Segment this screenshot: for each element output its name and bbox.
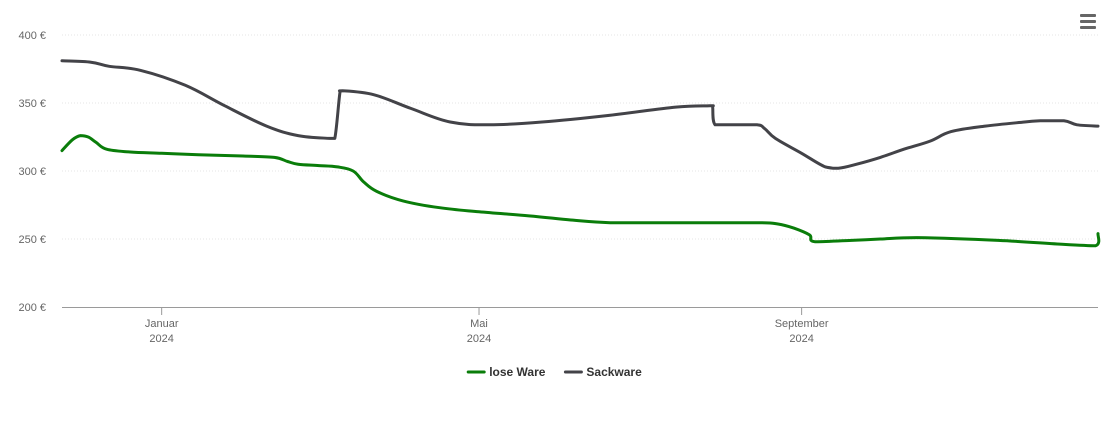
x-tick-label-month: September xyxy=(775,318,829,330)
legend-label: lose Ware xyxy=(489,365,546,379)
menu-bar xyxy=(1080,20,1096,23)
y-tick-label: 300 € xyxy=(18,166,46,178)
x-axis-ticks: Januar 2024 Mai 2024 September 2024 xyxy=(145,307,829,345)
y-gridlines xyxy=(62,34,1098,240)
series-lines xyxy=(60,59,1101,248)
legend-item[interactable]: Sackware xyxy=(563,365,642,379)
legend-label: Sackware xyxy=(586,365,642,379)
x-tick-label-month: Januar xyxy=(145,318,179,330)
menu-bar xyxy=(1080,14,1096,17)
x-tick-label-year: 2024 xyxy=(467,333,491,345)
x-tick-label-year: 2024 xyxy=(149,333,173,345)
menu-bar xyxy=(1080,26,1096,29)
y-tick-label: 350 € xyxy=(18,98,46,110)
legend: lose Ware Sackware xyxy=(466,365,642,379)
y-tick-label: 200 € xyxy=(18,302,46,314)
legend-item[interactable]: lose Ware xyxy=(466,365,546,379)
x-tick-label-year: 2024 xyxy=(789,333,813,345)
hamburger-menu-icon[interactable] xyxy=(1076,10,1100,34)
series-line-lose-ware xyxy=(60,134,1101,248)
y-tick-label: 400 € xyxy=(18,30,46,42)
series-line-sackware xyxy=(60,59,1100,170)
x-tick-label-month: Mai xyxy=(470,318,488,330)
y-tick-label: 250 € xyxy=(18,234,46,246)
y-axis-ticks: 200 € 250 € 300 € 350 € 400 € xyxy=(18,30,46,314)
